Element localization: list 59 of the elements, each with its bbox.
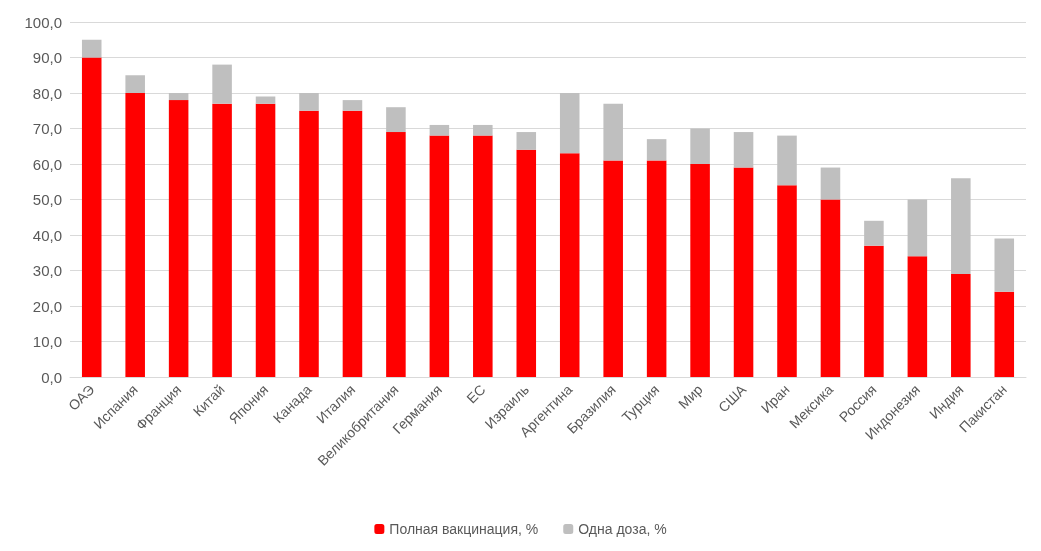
y-tick-label: 20,0 [32,297,62,315]
bar [820,167,841,200]
bar [81,39,102,58]
bar [473,135,493,377]
y-tick-label: 50,0 [32,191,62,208]
bar [777,135,797,186]
bar [690,128,710,164]
y-tick-label: 0,0 [41,368,62,386]
y-tick-label: 90,0 [32,49,62,66]
bar [733,167,754,377]
bar [690,164,710,377]
bar [386,107,406,133]
bar [81,57,102,377]
bar [342,110,363,377]
bar [951,178,971,275]
bar [168,93,189,101]
bar [168,100,189,377]
bar [777,185,797,377]
bar [864,245,884,377]
bar [386,132,406,377]
bar [212,103,232,377]
bar [299,110,319,377]
bar [646,160,667,377]
bar [125,75,145,93]
bar [559,93,580,154]
legend-label: Одна доза, % [578,521,667,537]
y-tick-label: 60,0 [32,155,62,173]
bar [429,135,450,377]
y-tick-label: 100,0 [24,13,62,31]
y-tick-label: 30,0 [32,262,62,279]
bar [299,93,319,111]
x-tick-label: ЕС [463,381,489,407]
bar [429,124,450,136]
bar [820,199,841,377]
bar [473,124,493,136]
bar [516,149,537,377]
bar [516,132,537,150]
bar [733,132,754,168]
y-tick-label: 10,0 [32,333,62,350]
bar [646,139,667,161]
bar [603,160,623,377]
y-tick-label: 70,0 [32,120,62,137]
bar [255,103,276,377]
bar [212,64,232,104]
bar [994,238,1015,292]
bar [603,103,623,161]
bar [907,199,928,257]
bar [994,291,1015,377]
bar [125,93,145,377]
y-tick-label: 40,0 [32,226,62,244]
bar [255,96,276,104]
bar [951,274,971,377]
bar [342,100,363,111]
y-tick-label: 80,0 [32,84,62,102]
bar [907,256,928,377]
x-tick-label: Мир [675,381,706,412]
bar [864,220,884,246]
legend-label: Полная вакцинация, % [389,521,539,537]
bar [559,153,580,377]
